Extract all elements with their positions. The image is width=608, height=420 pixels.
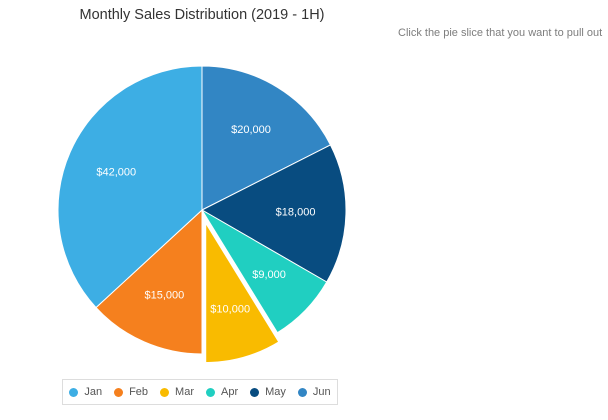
legend-marker	[297, 387, 307, 397]
legend-item-apr[interactable]: Apr	[206, 386, 238, 398]
data-label-mar: $10,000	[210, 304, 250, 316]
legend-label: Jan	[84, 386, 103, 398]
data-label-jun: $20,000	[231, 124, 271, 136]
legend-label: May	[265, 386, 286, 398]
pie-slice-may[interactable]	[200, 144, 347, 283]
data-label-feb: $15,000	[145, 290, 185, 302]
legend-item-jan[interactable]: Jan	[69, 386, 102, 398]
pie-slice-jan[interactable]	[57, 65, 203, 309]
legend-item-may[interactable]: May	[250, 386, 286, 398]
pie-slice-jun[interactable]	[201, 65, 332, 211]
legend-label: Mar	[175, 386, 194, 398]
pie-slice-feb[interactable]	[95, 208, 203, 355]
data-label-jan: $42,000	[96, 166, 136, 178]
legend-item-feb[interactable]: Feb	[114, 386, 148, 398]
legend-marker	[114, 387, 124, 397]
legend-item-jun[interactable]: Jun	[297, 386, 331, 398]
legend-marker	[69, 387, 79, 397]
legend-label: Feb	[129, 386, 149, 398]
pie-slice-apr[interactable]	[201, 209, 328, 334]
data-label-may: $18,000	[276, 206, 316, 218]
legend-item-mar[interactable]: Mar	[160, 386, 194, 398]
data-label-apr: $9,000	[252, 269, 286, 281]
legend-marker	[206, 387, 215, 397]
legend-label: Apr	[221, 386, 239, 398]
chart-title: Monthly Sales Distribution (2019 - 1H)	[79, 7, 325, 23]
legend-label: Jun	[312, 386, 331, 398]
pie-slice-mar[interactable]	[203, 214, 283, 366]
legend: Jan Feb Mar Apr May Jun	[62, 379, 338, 405]
legend-marker	[250, 387, 260, 397]
chart-hint-text: Click the pie slice that you want to pul…	[398, 27, 603, 39]
legend-marker	[160, 387, 170, 397]
